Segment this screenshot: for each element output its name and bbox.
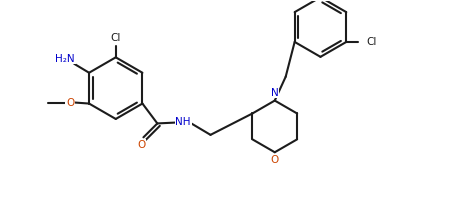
Text: Cl: Cl (366, 37, 377, 47)
Text: H₂N: H₂N (55, 54, 75, 64)
Text: NH: NH (176, 117, 191, 127)
Text: O: O (270, 155, 279, 165)
Text: O: O (66, 98, 74, 108)
Text: Cl: Cl (110, 33, 121, 43)
Text: N: N (271, 88, 278, 98)
Text: O: O (137, 140, 145, 150)
